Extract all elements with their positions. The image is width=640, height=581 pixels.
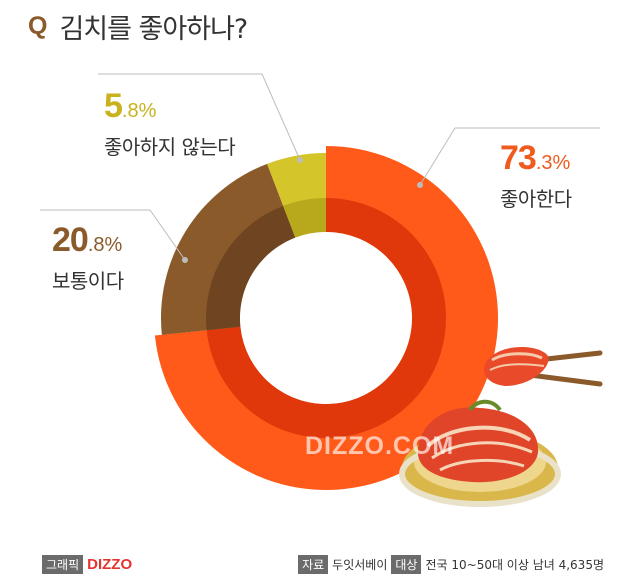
leader-line-dislike-dot: [297, 157, 303, 163]
target-text: 전국 10~50대 이상 남녀 4,635명: [425, 558, 604, 572]
label-dislike: 5.8% 좋아하지 않는다: [104, 87, 236, 160]
label-like: 73.3% 좋아한다: [500, 140, 572, 212]
donut-hole: [240, 232, 412, 404]
watermark: DIZZO.COM: [305, 432, 455, 460]
footer: 그래픽 DIZZO 자료 두잇서베이 대상 전국 10~50대 이상 남녀 4,…: [0, 549, 640, 577]
q-mark: Q: [28, 11, 48, 40]
source-text: 두잇서베이: [332, 558, 388, 572]
leader-line-like-dot: [417, 182, 423, 188]
leader-line-neutral: [40, 209, 186, 261]
kimchi-illustration: [399, 346, 603, 507]
leader-line-neutral-dot: [182, 257, 188, 263]
source-tag: 자료: [298, 555, 329, 574]
pct-neutral: 20.8%: [52, 221, 123, 259]
slice-dislike-inner-ring: [283, 198, 326, 238]
page-title: Q 김치를 좋아하나?: [28, 6, 248, 46]
source-info: 자료 두잇서베이 대상 전국 10~50대 이상 남녀 4,635명: [298, 555, 608, 574]
target-tag: 대상: [391, 555, 422, 574]
pct-like: 73.3%: [500, 139, 571, 177]
label-text-dislike: 좋아하지 않는다: [104, 135, 236, 159]
leader-line-like: [419, 127, 600, 186]
graphic-credit: 그래픽 DIZZO: [42, 555, 132, 574]
leader-line-dislike: [98, 73, 301, 161]
graphic-tag: 그래픽: [42, 555, 84, 574]
slice-neutral-inner-ring: [206, 205, 296, 331]
label-neutral: 20.8% 보통이다: [52, 222, 124, 294]
question-text: 김치를 좋아하나?: [59, 13, 248, 45]
pct-dislike: 5.8%: [104, 87, 157, 125]
label-text-neutral: 보통이다: [52, 269, 124, 293]
brand-logo: DIZZO: [87, 556, 133, 573]
label-text-like: 좋아한다: [500, 187, 572, 211]
slice-like: [154, 146, 499, 490]
